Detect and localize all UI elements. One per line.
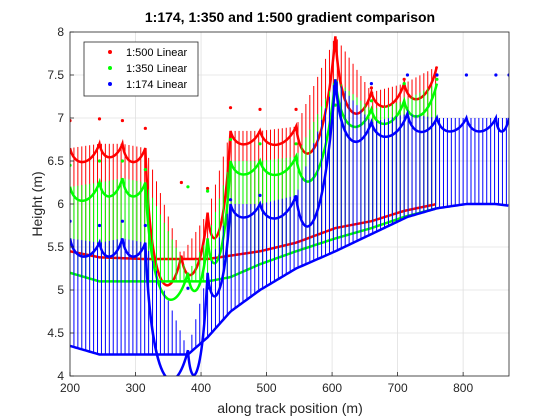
legend-marker xyxy=(108,82,112,86)
upper-envelope-line xyxy=(70,79,509,376)
peak-point xyxy=(258,107,262,111)
peak-point xyxy=(186,286,190,290)
peak-point xyxy=(97,223,102,228)
lower-envelope-line xyxy=(70,203,436,261)
legend-box xyxy=(83,41,199,97)
peak-point xyxy=(186,185,190,189)
peak-point xyxy=(402,82,406,86)
peak-point xyxy=(179,180,183,185)
peak-point xyxy=(333,86,337,90)
x-tick-label: 700 xyxy=(388,381,408,395)
x-tick-label: 800 xyxy=(453,381,473,395)
peak-point xyxy=(294,107,298,111)
peak-point xyxy=(120,219,125,223)
lower-envelope-line xyxy=(70,207,436,283)
y-tick-label: 7.5 xyxy=(47,68,64,82)
peak-point xyxy=(402,77,406,81)
y-axis-label: Height (m) xyxy=(29,171,45,236)
peak-point xyxy=(228,137,233,142)
y-tick-label: 4 xyxy=(57,369,64,383)
peak-point xyxy=(120,159,125,163)
peak-point xyxy=(205,186,210,191)
peak-point xyxy=(143,126,147,130)
chart-title: 1:174, 1:350 and 1:500 gradient comparis… xyxy=(145,9,435,25)
y-tick-label: 5 xyxy=(57,283,64,297)
x-tick-label: 300 xyxy=(126,381,146,395)
peak-point xyxy=(205,189,210,193)
peak-point xyxy=(143,168,147,172)
legend-label: 1:350 Linear xyxy=(126,63,187,75)
peak-point xyxy=(228,106,233,110)
legend-marker xyxy=(108,50,112,54)
x-tick-label: 200 xyxy=(60,381,80,395)
peak-point xyxy=(97,117,102,121)
tick-labels: 200 300 400 500 600 700 800 4 4.5 5 5.5 6 6.5 7 7.5 8 xyxy=(47,25,473,395)
peak-point xyxy=(258,142,262,146)
legend: 1:500 Linear 1:350 Linear 1:174 Linear xyxy=(83,41,199,97)
peak-point xyxy=(435,73,439,77)
peak-point xyxy=(494,73,498,77)
x-tick-label: 400 xyxy=(191,381,211,395)
peak-point xyxy=(120,118,125,123)
legend-label: 1:500 Linear xyxy=(126,47,187,59)
peak-point xyxy=(464,73,469,77)
y-tick-label: 6.5 xyxy=(47,154,64,168)
peak-point xyxy=(258,193,262,197)
lower-envelope-line xyxy=(70,202,509,356)
peak-point xyxy=(228,198,233,202)
peak-point xyxy=(294,142,298,146)
peak-point xyxy=(369,99,374,103)
x-tick-label: 500 xyxy=(257,381,277,395)
x-axis-label: along track position (m) xyxy=(217,400,363,416)
y-tick-label: 5.5 xyxy=(47,240,64,254)
peak-point xyxy=(369,86,374,90)
peak-point xyxy=(405,73,410,77)
legend-label: 1:174 Linear xyxy=(126,79,187,91)
y-tick-label: 8 xyxy=(57,25,64,39)
upper-envelope-line xyxy=(70,79,439,301)
peak-point xyxy=(205,286,210,290)
y-tick-label: 6 xyxy=(57,197,64,211)
peak-point xyxy=(143,223,147,228)
legend-marker xyxy=(108,66,112,70)
y-tick-label: 4.5 xyxy=(47,326,64,340)
series-1-174-linear xyxy=(70,73,509,376)
peak-point xyxy=(435,77,439,81)
peak-point xyxy=(97,159,102,163)
upper-envelope-line xyxy=(70,36,439,287)
x-tick-label: 600 xyxy=(322,381,342,395)
peak-point xyxy=(369,82,374,86)
peak-point xyxy=(294,198,298,202)
tick-marks xyxy=(69,31,464,377)
y-tick-label: 7 xyxy=(57,111,64,125)
data-layer xyxy=(70,36,509,376)
